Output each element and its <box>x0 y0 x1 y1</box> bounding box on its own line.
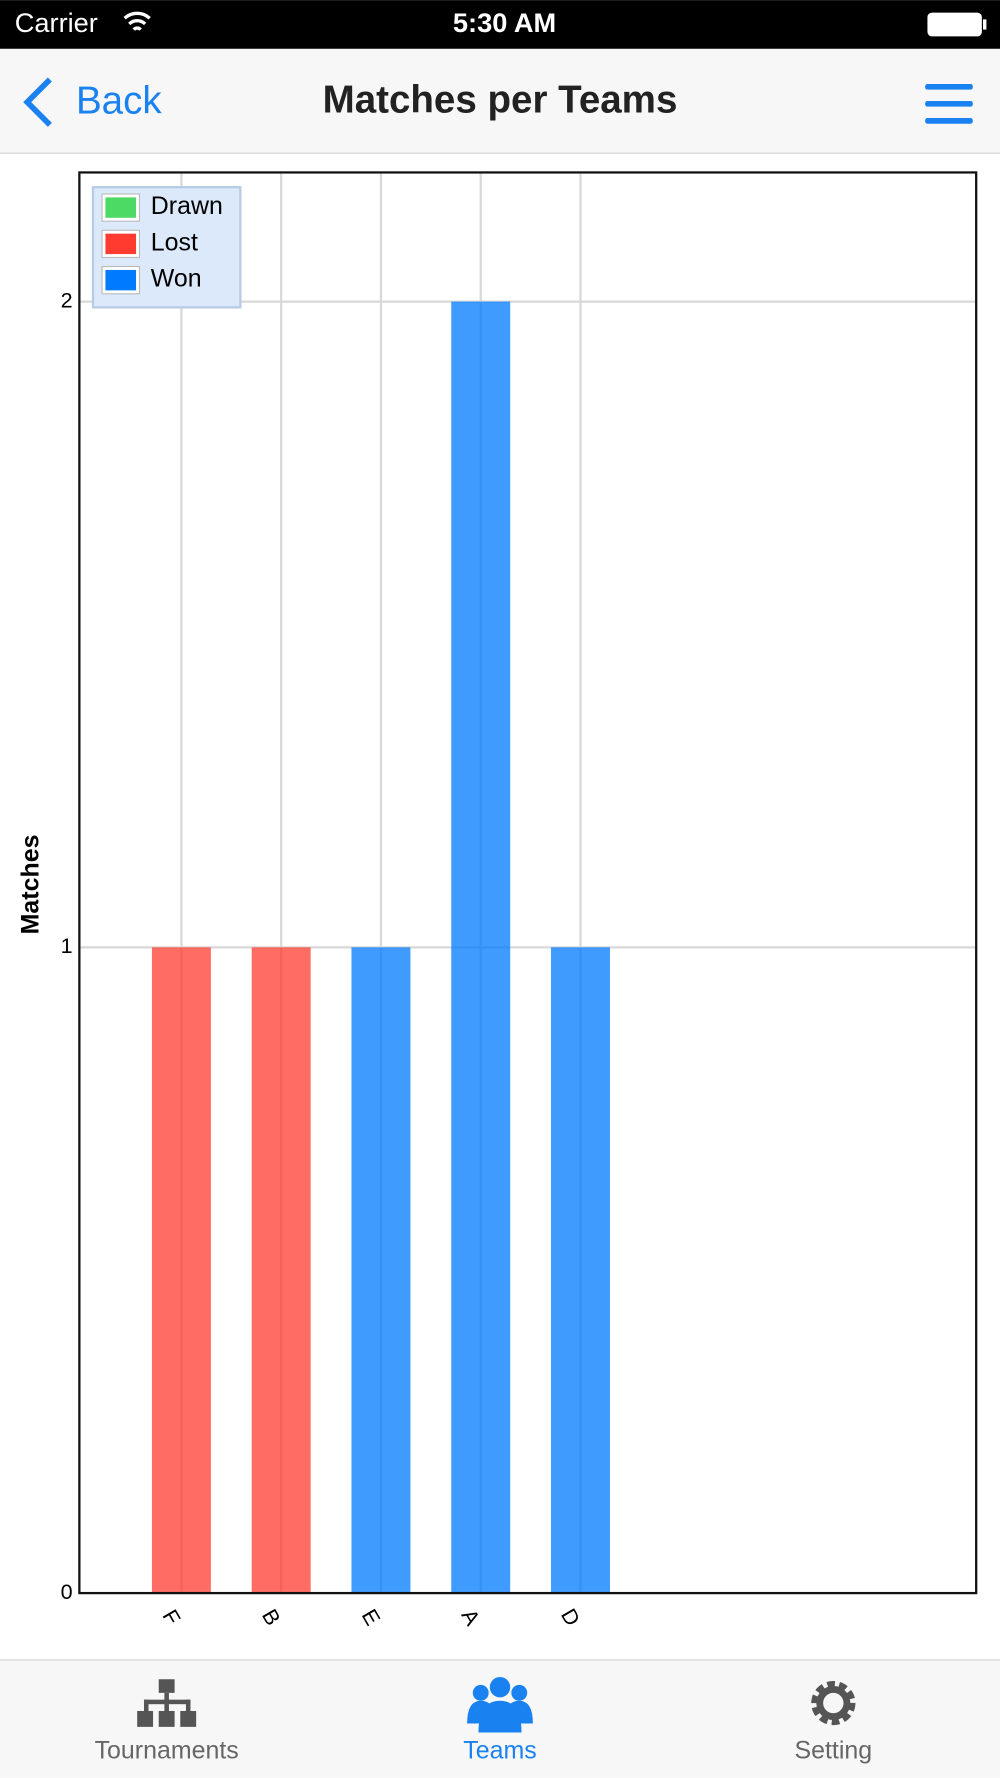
setting-ring <box>816 1686 851 1721</box>
y-axis-label: Matches <box>16 835 44 935</box>
x-tick-label: B <box>257 1605 285 1629</box>
tab-label: Tournaments <box>95 1736 239 1764</box>
tab-tournaments[interactable]: Tournaments <box>95 1679 239 1764</box>
x-tick-label: A <box>457 1605 485 1630</box>
y-tick-label: 0 <box>61 1580 73 1604</box>
legend-swatch-color <box>105 197 137 218</box>
legend-label: Won <box>151 265 202 293</box>
y-tick-label: 1 <box>61 934 73 958</box>
menu-line <box>925 118 973 124</box>
x-tick-label: E <box>357 1605 385 1629</box>
back-button[interactable]: Back <box>23 77 162 127</box>
bar <box>551 947 610 1594</box>
battery <box>927 12 982 37</box>
chart: 0 1 2 F B E A D Drawn Lost Won <box>61 171 978 1630</box>
y-tick-label: 2 <box>61 288 73 312</box>
teams-icon <box>467 1676 533 1733</box>
plot-frame <box>78 171 978 1595</box>
menu-line <box>925 101 973 107</box>
clock: 5:30 AM <box>453 7 556 38</box>
back-label: Back <box>76 79 162 122</box>
bar <box>451 301 511 1594</box>
legend-swatch-color <box>105 269 137 291</box>
status-bar <box>0 0 1000 49</box>
bar <box>351 947 411 1594</box>
back-chevron <box>23 77 52 127</box>
bar <box>151 947 211 1594</box>
tab-teams[interactable]: Teams <box>463 1676 537 1764</box>
legend-label: Drawn <box>151 192 223 220</box>
legend-swatch-color <box>105 233 137 255</box>
plot-area <box>79 172 977 1594</box>
tab-label: Setting <box>795 1736 873 1764</box>
nav-bar <box>0 48 1000 154</box>
tab-label: Teams <box>463 1736 536 1764</box>
tab-setting[interactable]: Setting <box>795 1680 873 1764</box>
battery-tip <box>982 19 987 30</box>
x-tick-label: D <box>556 1605 585 1630</box>
tournaments-icon <box>137 1679 197 1727</box>
wifi-icon <box>123 11 151 31</box>
nav-title: Matches per Teams <box>323 78 678 121</box>
menu-line <box>925 84 973 90</box>
carrier: Carrier <box>15 7 98 38</box>
x-tick-label: F <box>158 1606 185 1629</box>
bar <box>251 947 311 1594</box>
menu-button[interactable] <box>925 84 973 124</box>
legend-label: Lost <box>151 228 198 256</box>
